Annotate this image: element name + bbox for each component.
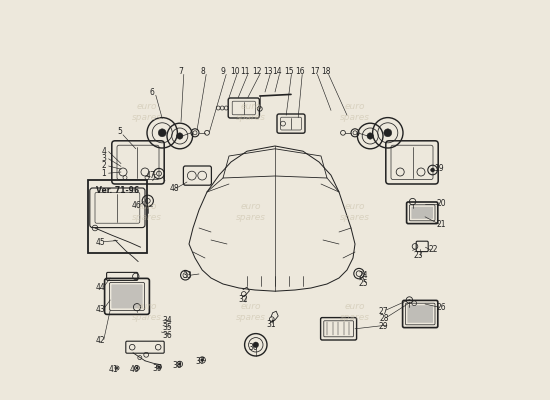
Text: euro
spares: euro spares [132,202,162,222]
Text: 38: 38 [172,362,182,370]
Text: 44: 44 [96,284,106,292]
Text: 41: 41 [109,365,119,374]
Text: euro
spares: euro spares [236,102,266,122]
Text: 28: 28 [379,314,388,323]
Text: euro
spares: euro spares [132,102,162,122]
Text: 31: 31 [266,320,276,329]
Circle shape [116,367,118,369]
Text: 20: 20 [437,200,446,208]
Circle shape [158,366,160,368]
Text: 30: 30 [248,343,258,352]
FancyBboxPatch shape [408,305,433,323]
FancyBboxPatch shape [411,207,433,219]
Text: 43: 43 [96,306,106,314]
Text: 3: 3 [101,154,106,163]
Text: 1: 1 [101,169,106,178]
Text: 37: 37 [195,357,205,366]
Text: euro
spares: euro spares [132,302,162,322]
Text: 32: 32 [238,296,248,304]
Circle shape [253,342,258,348]
Text: 36: 36 [162,331,172,340]
Text: 19: 19 [434,164,444,172]
Circle shape [177,133,183,139]
Circle shape [201,358,204,362]
Text: 45: 45 [96,238,106,247]
Text: euro
spares: euro spares [236,302,266,322]
Text: Ver. 71-96: Ver. 71-96 [96,186,139,195]
Text: 39: 39 [152,364,162,373]
FancyBboxPatch shape [112,284,142,308]
Text: 35: 35 [162,324,172,332]
Circle shape [136,367,138,369]
Circle shape [384,129,392,137]
Text: 42: 42 [96,336,106,345]
Text: 46: 46 [132,202,142,210]
Text: 17: 17 [310,68,320,76]
Text: 6: 6 [150,88,155,97]
Text: 34: 34 [162,316,172,325]
Text: euro
spares: euro spares [236,202,266,222]
Text: 48: 48 [169,184,179,193]
Text: 4: 4 [101,147,106,156]
Text: 8: 8 [201,68,205,76]
Text: 7: 7 [179,68,184,76]
Circle shape [179,363,181,365]
Text: 12: 12 [252,68,262,76]
Text: 21: 21 [437,220,446,229]
Text: 47: 47 [145,171,155,180]
Text: 16: 16 [295,68,305,76]
Text: 22: 22 [428,246,438,254]
Text: 25: 25 [358,280,368,288]
Text: euro
spares: euro spares [340,302,370,322]
Circle shape [367,133,373,139]
Text: 33: 33 [182,272,192,280]
Circle shape [158,129,166,137]
Text: euro
spares: euro spares [340,102,370,122]
Text: 10: 10 [230,68,239,76]
Text: 9: 9 [221,68,225,76]
Text: 40: 40 [129,365,139,374]
Text: 14: 14 [272,68,282,76]
Text: 27: 27 [379,307,389,316]
Text: 2: 2 [101,162,106,170]
Text: 5: 5 [117,128,122,136]
Text: 13: 13 [263,68,273,76]
Text: 11: 11 [241,68,250,76]
Text: 26: 26 [437,304,446,312]
Text: 24: 24 [358,272,368,280]
Text: euro
spares: euro spares [340,202,370,222]
Text: 23: 23 [414,252,423,260]
Circle shape [431,168,435,172]
Text: 18: 18 [321,68,331,76]
Text: 29: 29 [379,322,389,331]
Text: 15: 15 [284,68,294,76]
